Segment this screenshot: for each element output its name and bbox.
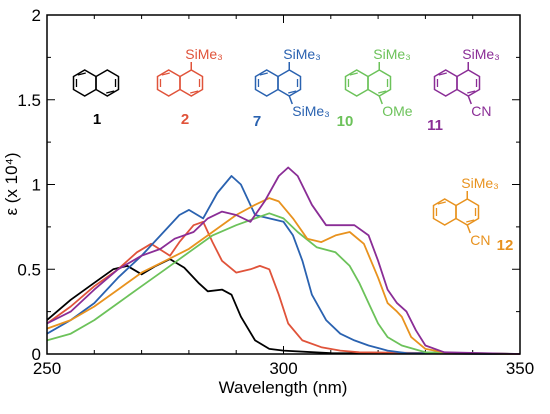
series-line-2 [46, 220, 521, 355]
x-axis-title: Wavelength (nm) [219, 378, 348, 397]
substituent-label: CN [470, 232, 490, 248]
molecule-2: SiMe₃ 2 [156, 46, 223, 128]
tick-labels: 250 300 350 0 0.5 1 1.5 2 [17, 6, 534, 378]
series-line-6 [46, 166, 521, 355]
series-line-5 [46, 197, 521, 355]
compound-number: 1 [93, 111, 101, 128]
substituent-label: SiMe₃ [462, 46, 500, 62]
molecule-1: 1 [72, 69, 120, 128]
molecule-structures: 1SiMe₃2SiMe₃SiMe₃7SiMe₃OMe10SiMe₃CN11SiM… [72, 46, 514, 254]
substituent-label: SiMe₃ [292, 103, 330, 119]
compound-number: 12 [497, 237, 514, 254]
molecule-11: SiMe₃ CN 11 [427, 46, 500, 134]
compound-number: 2 [181, 111, 189, 128]
plot-frame [46, 14, 521, 355]
series-lines [46, 166, 521, 355]
substituent-label: CN [471, 103, 491, 119]
substituent-label: SiMe₃ [461, 175, 499, 191]
series-line-3 [46, 175, 521, 355]
y-tick-label: 0.5 [17, 260, 41, 279]
substituent-label: SiMe₃ [185, 46, 223, 62]
molecule-12: SiMe₃ CN 12 [432, 175, 514, 254]
substituent-label: SiMe₃ [283, 46, 321, 62]
series-line-1 [46, 258, 521, 355]
molecule-10: SiMe₃ OMe 10 [337, 46, 413, 130]
y-tick-label: 1 [32, 176, 41, 195]
x-tick-label: 250 [33, 359, 61, 378]
y-tick-label: 0 [32, 345, 41, 364]
molecule-7: SiMe₃ SiMe₃ 7 [253, 46, 330, 130]
ring [95, 69, 120, 97]
y-tick-label: 1.5 [17, 91, 41, 110]
compound-number: 11 [427, 117, 443, 134]
y-axis-title: ε (x 10⁴) [2, 152, 21, 215]
x-tick-label: 350 [506, 359, 534, 378]
x-tick-label: 300 [269, 359, 297, 378]
compound-number: 10 [337, 113, 354, 130]
series-line-4 [46, 212, 521, 355]
substituent-label: OMe [382, 103, 413, 119]
substituent-label: SiMe₃ [373, 46, 411, 62]
compound-number: 7 [253, 113, 261, 130]
y-tick-label: 2 [32, 6, 41, 25]
